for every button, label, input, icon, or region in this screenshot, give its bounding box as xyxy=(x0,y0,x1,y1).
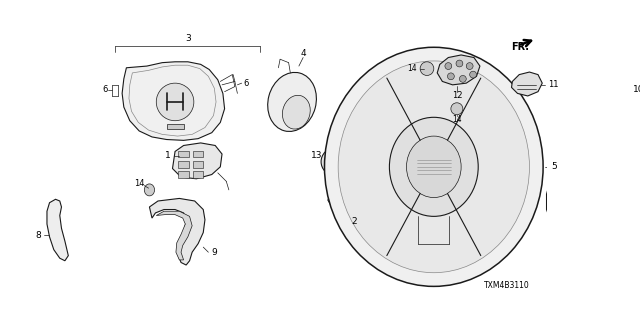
Text: 3: 3 xyxy=(185,34,191,43)
Polygon shape xyxy=(335,197,344,204)
Ellipse shape xyxy=(321,148,348,175)
Ellipse shape xyxy=(564,135,577,147)
Ellipse shape xyxy=(460,76,467,82)
Text: 6: 6 xyxy=(243,79,248,88)
Text: 9: 9 xyxy=(212,248,218,257)
Text: 10: 10 xyxy=(633,85,640,94)
Text: 2: 2 xyxy=(351,217,357,226)
Polygon shape xyxy=(328,181,367,211)
Polygon shape xyxy=(554,127,629,216)
Ellipse shape xyxy=(451,103,463,115)
Polygon shape xyxy=(346,206,355,212)
Polygon shape xyxy=(166,124,184,129)
Ellipse shape xyxy=(389,117,478,216)
Ellipse shape xyxy=(338,61,529,273)
Ellipse shape xyxy=(327,154,342,169)
Polygon shape xyxy=(614,96,640,121)
Ellipse shape xyxy=(470,71,477,78)
Polygon shape xyxy=(346,189,355,195)
Ellipse shape xyxy=(445,63,452,69)
Text: TXM4B3110: TXM4B3110 xyxy=(484,281,529,290)
Ellipse shape xyxy=(618,150,629,162)
Polygon shape xyxy=(156,211,192,260)
Text: 12: 12 xyxy=(452,92,462,100)
Polygon shape xyxy=(193,161,204,168)
Ellipse shape xyxy=(564,201,577,213)
Ellipse shape xyxy=(619,184,631,196)
Text: 6: 6 xyxy=(102,85,108,94)
Ellipse shape xyxy=(144,184,155,196)
Polygon shape xyxy=(346,197,355,204)
Ellipse shape xyxy=(282,95,310,129)
Polygon shape xyxy=(335,206,344,212)
Polygon shape xyxy=(150,198,205,265)
Polygon shape xyxy=(547,120,640,233)
Ellipse shape xyxy=(268,72,316,132)
Ellipse shape xyxy=(567,150,615,204)
Polygon shape xyxy=(437,55,480,85)
Ellipse shape xyxy=(447,73,454,80)
Polygon shape xyxy=(179,171,189,178)
Text: 5: 5 xyxy=(551,162,557,171)
Polygon shape xyxy=(173,143,222,179)
Polygon shape xyxy=(511,72,542,96)
Text: FR.: FR. xyxy=(511,42,529,52)
Text: 14: 14 xyxy=(407,64,417,73)
Text: 11: 11 xyxy=(548,80,559,89)
Polygon shape xyxy=(193,171,204,178)
Text: 13: 13 xyxy=(311,151,323,160)
Ellipse shape xyxy=(456,60,463,67)
Text: 8: 8 xyxy=(35,231,41,240)
Text: 14: 14 xyxy=(452,116,461,124)
Ellipse shape xyxy=(420,62,434,76)
Ellipse shape xyxy=(467,63,473,69)
Text: 1: 1 xyxy=(165,151,171,160)
Ellipse shape xyxy=(406,136,461,197)
Polygon shape xyxy=(179,151,189,157)
Text: 14: 14 xyxy=(134,180,145,188)
Polygon shape xyxy=(122,62,225,140)
Polygon shape xyxy=(193,151,204,157)
Polygon shape xyxy=(335,189,344,195)
Text: 4: 4 xyxy=(300,49,306,58)
Ellipse shape xyxy=(575,160,606,194)
Polygon shape xyxy=(179,161,189,168)
Polygon shape xyxy=(47,199,68,261)
Ellipse shape xyxy=(324,47,543,286)
Ellipse shape xyxy=(156,83,194,121)
